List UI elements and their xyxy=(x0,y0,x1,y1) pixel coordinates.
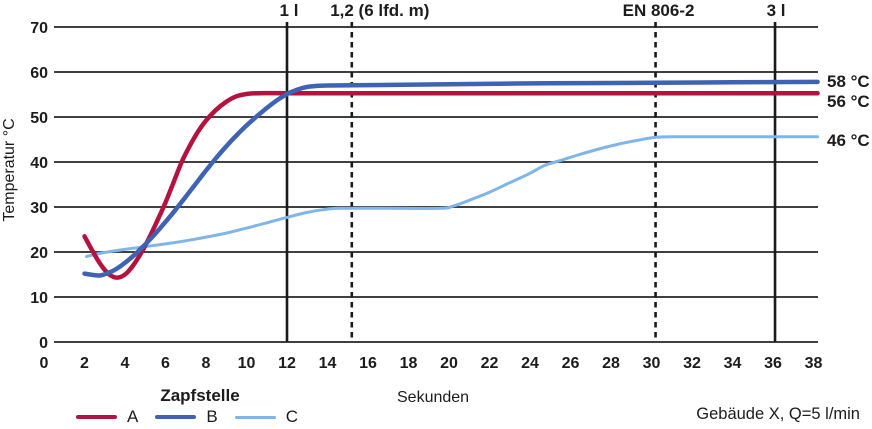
x-tick-label-14: 14 xyxy=(319,355,337,372)
legend-label-b: B xyxy=(206,407,218,426)
legend-label-a: A xyxy=(127,407,139,426)
x-tick-label-0: 0 xyxy=(40,355,49,372)
y-tick-label-50: 50 xyxy=(30,110,48,127)
series-A-end-label: 56 °C xyxy=(827,92,870,111)
legend-swatch-c xyxy=(234,415,276,419)
legend-label-c: C xyxy=(285,407,298,426)
x-tick-label-4: 4 xyxy=(121,355,130,372)
x-tick-label-2: 2 xyxy=(80,355,89,372)
series-B-end-label: 58 °C xyxy=(827,72,870,91)
marker-label-en-806-2: EN 806-2 xyxy=(623,1,695,20)
y-tick-label-10: 10 xyxy=(30,290,48,307)
chart-footnote: Gebäude X, Q=5 l/min xyxy=(696,405,860,423)
x-tick-label-26: 26 xyxy=(562,355,580,372)
y-tick-label-60: 60 xyxy=(30,65,48,82)
x-tick-label-34: 34 xyxy=(724,355,742,372)
x-tick-label-8: 8 xyxy=(202,355,211,372)
series-C-end-label: 46 °C xyxy=(827,131,870,150)
x-tick-label-12: 12 xyxy=(278,355,296,372)
legend-entry-b: B xyxy=(155,407,218,427)
series-A-curve xyxy=(82,90,820,280)
legend-entry-a: A xyxy=(76,407,138,427)
marker-label-3-l: 3 l xyxy=(767,1,786,20)
legend-swatch-b xyxy=(155,415,197,419)
y-tick-label-20: 20 xyxy=(30,245,48,262)
legend-swatch-a xyxy=(76,415,117,419)
x-tick-label-18: 18 xyxy=(400,355,418,372)
x-tick-label-28: 28 xyxy=(602,355,620,372)
y-tick-label-70: 70 xyxy=(30,20,48,37)
y-tick-label-0: 0 xyxy=(39,335,48,352)
x-tick-label-32: 32 xyxy=(683,355,701,372)
series-B-curve xyxy=(82,79,820,278)
x-axis-title: Sekunden xyxy=(397,389,470,406)
legend-entry-c: C xyxy=(234,407,298,427)
x-tick-label-22: 22 xyxy=(481,355,499,372)
y-axis-title: Temperatur °C xyxy=(1,118,18,221)
x-tick-label-20: 20 xyxy=(440,355,458,372)
x-tick-label-30: 30 xyxy=(643,355,661,372)
legend: A B C xyxy=(76,407,315,427)
y-tick-label-40: 40 xyxy=(30,155,48,172)
legend-title: Zapfstelle xyxy=(160,386,240,405)
y-tick-label-30: 30 xyxy=(30,200,48,217)
series-C-curve xyxy=(85,135,820,258)
marker-label-1-l: 1 l xyxy=(280,1,299,20)
x-tick-label-24: 24 xyxy=(521,355,539,372)
x-tick-label-6: 6 xyxy=(161,355,170,372)
x-tick-label-10: 10 xyxy=(238,355,256,372)
marker-label-1-2-6-lfd-m-: 1,2 (6 lfd. m) xyxy=(330,1,429,20)
x-tick-label-38: 38 xyxy=(805,355,823,372)
x-tick-label-36: 36 xyxy=(764,355,782,372)
x-tick-label-16: 16 xyxy=(359,355,377,372)
